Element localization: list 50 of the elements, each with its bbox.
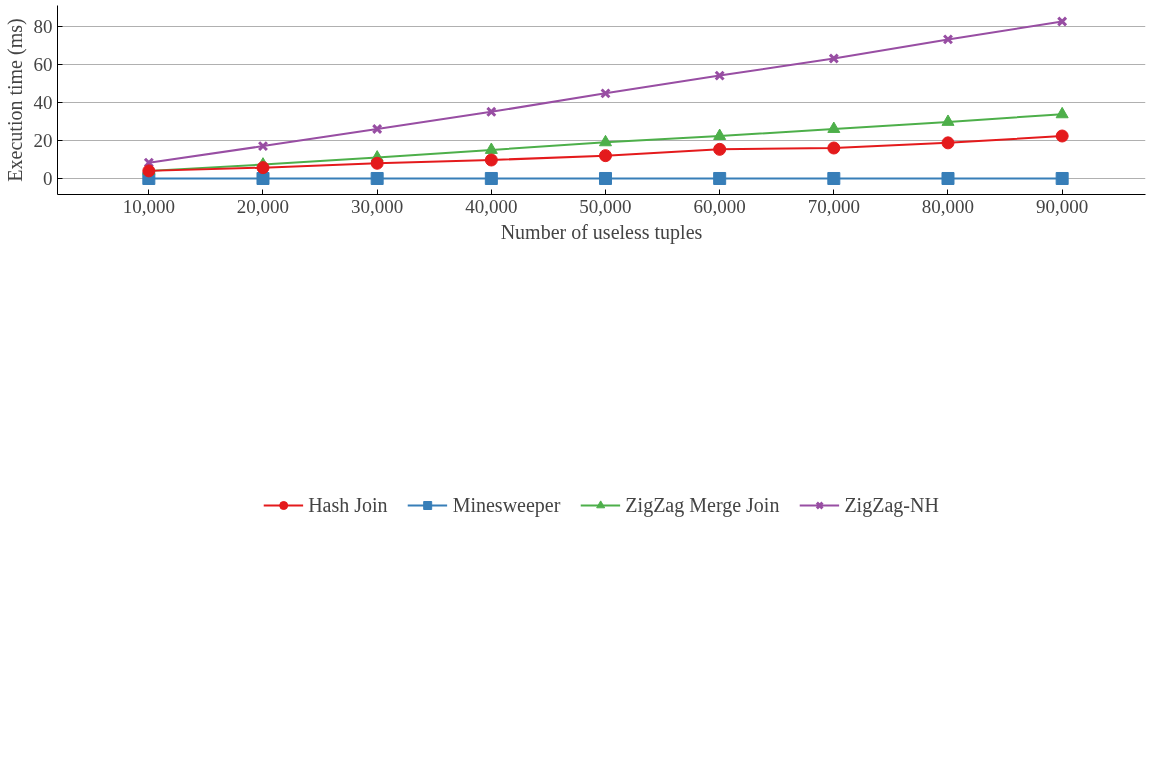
point [941, 136, 955, 150]
y-tick-label: 40 [33, 91, 53, 113]
x-axis-title: Number of useless tuples [500, 220, 703, 244]
x-tick-label: 60,000 [693, 195, 746, 217]
point [599, 172, 612, 185]
x-tick-label: 10,000 [122, 195, 175, 217]
point [484, 142, 498, 154]
y-tick-label: 60 [33, 53, 53, 75]
point [256, 172, 270, 185]
x-tick-label: 30,000 [351, 195, 404, 217]
legend-label: Hash Join [308, 493, 388, 517]
y-axis-title: Execution time (ms) [3, 18, 27, 182]
x-tick-label: 20,000 [236, 195, 290, 217]
point [257, 140, 269, 152]
point [941, 172, 955, 185]
point [713, 128, 727, 140]
legend-label: Minesweeper [452, 493, 561, 517]
point [485, 106, 497, 118]
point [827, 172, 841, 185]
legend-label: ZigZag-NH [844, 493, 939, 517]
point [599, 149, 612, 163]
point [256, 161, 270, 175]
point [484, 172, 498, 185]
x-tick-label: 40,000 [465, 195, 518, 217]
point [370, 172, 384, 185]
point [714, 70, 726, 81]
x-tick-label: 90,000 [1036, 195, 1089, 217]
point [370, 156, 384, 170]
x-tick-label: 80,000 [921, 195, 975, 217]
point [713, 172, 727, 185]
point [371, 123, 383, 135]
point [1055, 172, 1069, 185]
y-tick-label: 0 [43, 168, 53, 189]
point [600, 87, 611, 99]
point [828, 53, 840, 64]
y-tick-label: 20 [33, 129, 53, 151]
point [827, 121, 841, 133]
point [1055, 106, 1069, 119]
point [1055, 129, 1069, 143]
point [941, 114, 955, 126]
point [1056, 16, 1068, 27]
x-tick-label: 70,000 [807, 195, 860, 217]
point [827, 141, 841, 155]
legend-label: ZigZag Merge Join [625, 493, 780, 517]
point [713, 142, 727, 156]
point [484, 153, 498, 167]
x-tick-label: 50,000 [579, 195, 632, 217]
y-tick-label: 80 [33, 15, 53, 37]
point [599, 134, 612, 147]
point [942, 34, 954, 45]
